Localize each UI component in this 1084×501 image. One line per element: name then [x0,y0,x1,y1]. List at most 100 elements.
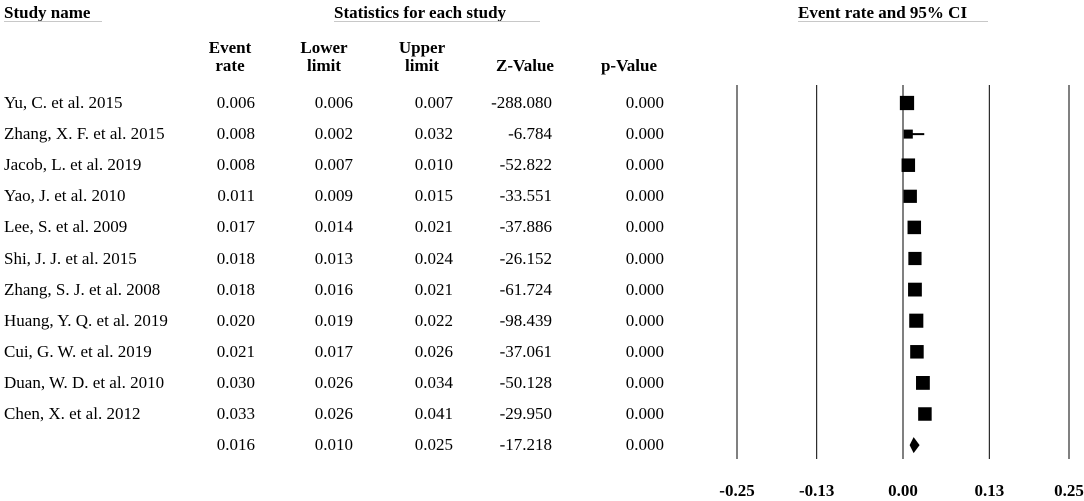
p-cell: 0.000 [625,217,664,237]
lower-cell: 0.019 [314,310,353,330]
p-cell: 0.000 [625,404,664,423]
study-marker [910,345,924,359]
rate-cell: 0.021 [216,341,255,361]
z-cell: -288.080 [491,93,552,112]
statistics-underline [334,21,540,22]
z-cell: -37.061 [499,341,552,361]
study-name-cell: Shi, J. J. et al. 2015 [4,248,137,268]
study-marker [907,220,922,235]
x-tick-label: 0.25 [1054,481,1084,500]
z-cell: -33.551 [499,186,552,206]
z-cell: -26.152 [499,248,552,268]
study-name-cell: Lee, S. et al. 2009 [4,217,128,237]
study-marker [918,407,932,421]
z-cell: -29.950 [499,404,552,423]
study-name-cell: Yao, J. et al. 2010 [4,186,126,206]
upper-cell: 0.021 [414,279,453,299]
col-header-p-value: p-Value [600,56,658,75]
study-marker [908,251,922,266]
study-name-cell: Chen, X. et al. 2012 [4,404,141,423]
upper-cell: 0.022 [414,310,453,330]
upper-cell: 0.010 [414,155,453,175]
pooled-p-cell: 0.000 [625,435,664,455]
rate-cell: 0.020 [216,310,255,330]
x-tick-label: -0.25 [719,481,754,500]
rate-cell: 0.008 [216,155,255,175]
pooled-rate-cell: 0.016 [216,435,255,455]
z-cell: -50.128 [499,372,552,392]
pooled-lower-cell: 0.010 [314,435,353,455]
rate-cell: 0.006 [216,93,255,112]
lower-cell: 0.013 [314,248,353,268]
lower-cell: 0.009 [314,186,353,206]
study-marker [903,129,913,139]
upper-cell: 0.034 [414,372,453,392]
upper-cell: 0.007 [414,93,453,112]
p-cell: 0.000 [625,341,664,361]
pooled-diamond [909,437,920,454]
col-header-lower-limit: Lower limit [300,38,348,75]
study-marker [901,158,916,172]
p-cell: 0.000 [625,248,664,268]
study-name-header: Study name [4,3,91,22]
lower-cell: 0.026 [314,372,353,392]
lower-cell: 0.006 [314,93,353,112]
upper-cell: 0.024 [414,248,453,268]
upper-cell: 0.026 [414,341,453,361]
lower-cell: 0.002 [314,124,353,144]
rate-cell: 0.033 [216,404,255,423]
col-header-upper-limit: Upper limit [398,38,446,75]
rate-cell: 0.008 [216,124,255,144]
pooled-z-cell: -17.218 [499,435,552,455]
lower-cell: 0.007 [314,155,353,175]
x-tick-label: -0.13 [799,481,834,500]
z-cell: -6.784 [508,124,552,144]
study-marker [909,313,924,328]
study-marker [903,189,917,203]
study-marker [916,376,930,390]
col-header-z-value: Z-Value [496,56,554,75]
z-cell: -37.886 [499,217,552,237]
study-name-cell: Yu, C. et al. 2015 [4,93,123,112]
p-cell: 0.000 [625,124,664,144]
study-marker [899,95,915,111]
z-cell: -52.822 [499,155,552,175]
p-cell: 0.000 [625,279,664,299]
upper-cell: 0.032 [414,124,453,144]
pooled-upper-cell: 0.025 [414,435,453,455]
p-cell: 0.000 [625,155,664,175]
statistics-header: Statistics for each study [334,3,507,22]
x-tick-label: 0.00 [888,481,918,500]
rate-cell: 0.018 [216,279,255,299]
col-header-event-rate: Event rate [208,38,252,75]
lower-cell: 0.016 [314,279,353,299]
upper-cell: 0.021 [414,217,453,237]
rate-cell: 0.030 [216,372,255,392]
upper-cell: 0.015 [414,186,453,206]
lower-cell: 0.017 [314,341,353,361]
event-rate-ci-underline [798,21,988,22]
z-cell: -61.724 [499,279,552,299]
study-name-cell: Jacob, L. et al. 2019 [4,155,142,175]
p-cell: 0.000 [625,310,664,330]
study-name-underline [4,21,102,22]
study-name-cell: Cui, G. W. et al. 2019 [4,341,152,361]
rate-cell: 0.011 [217,186,255,206]
rate-cell: 0.017 [216,217,255,237]
z-cell: -98.439 [499,310,552,330]
p-cell: 0.000 [625,372,664,392]
p-cell: 0.000 [625,93,664,112]
study-marker [908,282,922,297]
event-rate-ci-header: Event rate and 95% CI [798,3,968,22]
study-name-cell: Huang, Y. Q. et al. 2019 [4,310,168,330]
upper-cell: 0.041 [414,404,453,423]
study-name-cell: Zhang, X. F. et al. 2015 [4,124,165,144]
study-name-cell: Duan, W. D. et al. 2010 [4,372,165,392]
study-name-cell: Zhang, S. J. et al. 2008 [4,279,161,299]
lower-cell: 0.014 [314,217,353,237]
x-tick-label: 0.13 [974,481,1004,500]
rate-cell: 0.018 [216,248,255,268]
p-cell: 0.000 [625,186,664,206]
lower-cell: 0.026 [314,404,353,423]
